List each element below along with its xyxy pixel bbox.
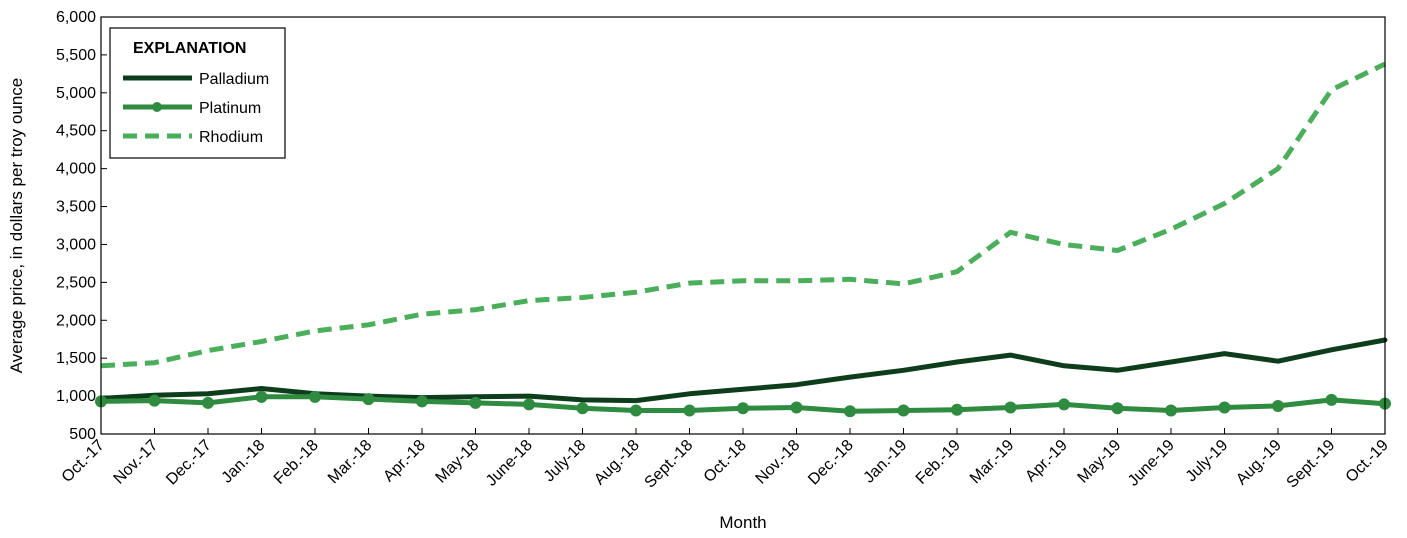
legend-item-platinum: Platinum: [123, 100, 261, 117]
y-tick-label: 6,000: [56, 9, 96, 26]
x-tick-label: Dec.-18: [805, 437, 857, 489]
x-tick-label: Apr.-19: [1022, 437, 1071, 486]
y-tick-label: 4,000: [56, 161, 96, 178]
x-tick-label: Feb.-18: [271, 437, 322, 488]
x-axis-title: Month: [719, 513, 766, 532]
data-point-platinum: [1325, 393, 1338, 406]
x-tick-label: July-19: [1183, 437, 1232, 486]
y-tick-label: 5,500: [56, 47, 96, 64]
x-tick-label: Mar.-18: [325, 437, 375, 487]
x-tick-label: Nov.-18: [753, 437, 804, 488]
data-point-platinum: [897, 404, 910, 417]
legend: EXPLANATION Palladium Platinum Rhodium: [109, 27, 286, 159]
x-tick-label: May-19: [1075, 437, 1125, 487]
legend-items: Palladium Platinum Rhodium: [123, 71, 269, 146]
x-tick-label: Aug.-18: [591, 437, 643, 489]
x-tick-labels: Oct.-17 Nov.-17 Dec.-17 Jan.-18 Feb.-18 Mar.-…: [59, 437, 1392, 492]
x-tick-label: June-18: [483, 437, 536, 490]
data-point-platinum: [1004, 401, 1017, 414]
legend-label: Rhodium: [199, 129, 263, 146]
axis-ticks: [100, 16, 1386, 435]
data-point-platinum: [362, 393, 375, 406]
x-tick-label: Nov.-17: [111, 437, 162, 488]
y-tick-label: 1,500: [56, 350, 96, 367]
data-point-platinum: [951, 403, 963, 416]
data-point-platinum: [844, 405, 856, 418]
legend-title: EXPLANATION: [133, 40, 246, 57]
legend-item-palladium: Palladium: [123, 71, 269, 88]
data-point-platinum: [1111, 402, 1124, 415]
x-tick-label: Oct.-18: [701, 437, 750, 486]
data-point-platinum: [576, 402, 589, 415]
x-tick-label: Mar.-19: [967, 437, 1017, 487]
x-tick-label: Sept.-18: [642, 437, 697, 492]
x-tick-label: Apr.-18: [380, 437, 429, 486]
y-axis-title: Average price, in dollars per troy ounce: [7, 78, 26, 373]
legend-box: [109, 27, 286, 159]
y-tick-label: 5,000: [56, 85, 96, 102]
data-point-platinum: [737, 402, 749, 415]
data-point-platinum: [416, 395, 428, 408]
legend-marker: [152, 102, 162, 112]
data-point-platinum: [202, 396, 214, 409]
y-tick-label: 4,500: [56, 123, 96, 140]
y-tick-labels: 500 1,000 1,500 2,000 2,500 3,000 3,500 4,000 4,…: [56, 9, 96, 443]
series-layer: [95, 61, 1391, 418]
data-point-platinum: [148, 394, 161, 407]
x-tick-label: Jan.-18: [219, 437, 269, 487]
data-point-platinum: [1165, 404, 1177, 417]
x-tick-label: Jan.-19: [861, 437, 911, 487]
legend-label: Palladium: [199, 71, 269, 88]
data-point-platinum: [1218, 401, 1231, 414]
series-line-rhodium: [100, 61, 1387, 369]
data-point-platinum: [523, 398, 535, 411]
plot-frame: [100, 16, 1386, 435]
x-tick-label: Aug.-19: [1233, 437, 1285, 489]
y-tick-label: 3,500: [56, 199, 96, 216]
data-point-platinum: [790, 401, 803, 414]
legend-label: Platinum: [199, 100, 261, 117]
y-tick-label: 2,000: [56, 312, 96, 329]
x-tick-label: July-18: [541, 437, 590, 486]
x-tick-label: May-18: [433, 437, 483, 487]
data-point-platinum: [683, 404, 696, 417]
data-point-platinum: [1272, 399, 1284, 412]
data-point-platinum: [469, 396, 482, 409]
y-tick-label: 500: [69, 426, 96, 443]
y-tick-label: 1,000: [56, 388, 96, 405]
x-tick-label: Sept.-19: [1284, 437, 1339, 492]
data-point-platinum: [309, 390, 321, 403]
legend-item-rhodium: Rhodium: [123, 129, 263, 146]
data-point-platinum: [1058, 398, 1070, 411]
x-tick-label: Dec.-17: [163, 437, 215, 489]
y-tick-label: 2,500: [56, 274, 96, 291]
x-tick-label: Oct.-19: [1343, 437, 1392, 486]
y-tick-label: 3,000: [56, 236, 96, 253]
data-point-platinum: [255, 390, 268, 403]
x-tick-label: Feb.-19: [913, 437, 964, 488]
x-tick-label: Oct.-17: [59, 437, 108, 486]
series-line-palladium: [98, 337, 1388, 404]
data-point-platinum: [630, 404, 642, 417]
x-tick-label: June-19: [1125, 437, 1178, 490]
